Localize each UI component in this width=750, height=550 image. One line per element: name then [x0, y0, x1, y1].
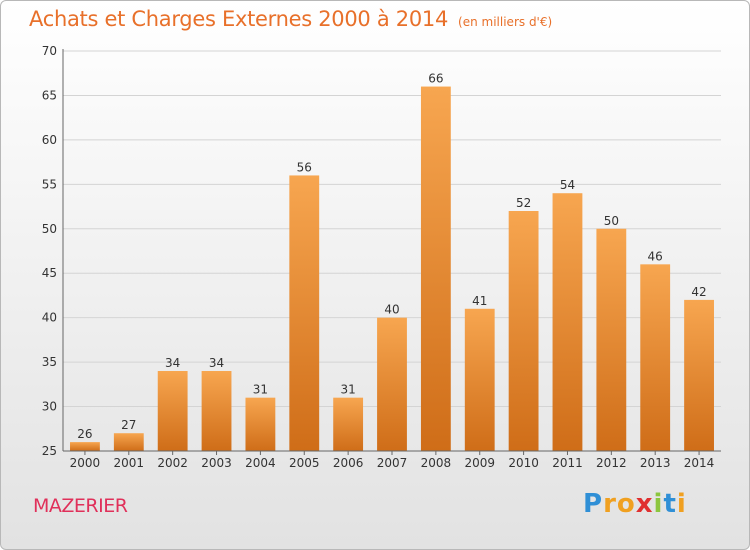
data-label: 54 [560, 178, 575, 192]
x-tick-label: 2002 [157, 456, 188, 470]
data-label: 46 [648, 249, 663, 263]
x-tick-label: 2009 [464, 456, 495, 470]
chart-subtitle: (en milliers d'€) [458, 15, 553, 29]
logo-letter: i [653, 489, 664, 519]
chart-title: Achats et Charges Externes 2000 à 2014 [29, 7, 449, 31]
logo-letter: o [616, 489, 636, 519]
bar [464, 308, 495, 451]
y-tick-label: 35 [42, 355, 57, 369]
data-label: 66 [428, 72, 443, 86]
y-tick-label: 45 [42, 266, 57, 280]
bar [201, 371, 232, 451]
y-tick-label: 65 [42, 88, 57, 102]
bar [70, 442, 100, 451]
x-tick-label: 2012 [596, 456, 627, 470]
x-tick-label: 2007 [377, 456, 408, 470]
x-tick-label: 2013 [640, 456, 671, 470]
bar [245, 397, 276, 451]
y-tick-label: 50 [42, 222, 57, 236]
data-label: 40 [384, 303, 399, 317]
bar [684, 299, 714, 451]
x-tick-label: 2011 [552, 456, 583, 470]
bar [420, 86, 451, 452]
logo-letter: x [635, 489, 654, 519]
data-label: 41 [472, 294, 487, 308]
x-tick-label: 2014 [684, 456, 715, 470]
data-label: 26 [77, 427, 92, 441]
data-label: 31 [253, 383, 268, 397]
x-tick-label: 2001 [114, 456, 145, 470]
bar [508, 211, 539, 451]
bar [113, 433, 144, 451]
logo-letter: i [676, 489, 687, 519]
city-name: MAZERIER [33, 495, 128, 517]
title-row: Achats et Charges Externes 2000 à 2014 (e… [29, 7, 552, 31]
y-tick-label: 60 [42, 133, 57, 147]
y-tick-label: 40 [42, 311, 57, 325]
data-label: 56 [297, 160, 312, 174]
data-label: 34 [165, 356, 180, 370]
data-label: 52 [516, 196, 531, 210]
x-tick-label: 2003 [201, 456, 232, 470]
axes [62, 49, 721, 455]
x-tick-label: 2004 [245, 456, 276, 470]
bar [333, 397, 364, 451]
data-label: 42 [691, 285, 706, 299]
bar [552, 193, 583, 451]
bars [70, 86, 714, 452]
logo-letter: t [663, 489, 677, 519]
y-tick-label: 30 [42, 400, 57, 414]
proxiti-logo[interactable]: Proxiti [583, 489, 687, 519]
data-label: 27 [121, 418, 136, 432]
logo-letter: r [603, 489, 617, 519]
bar [377, 317, 407, 451]
bar [640, 264, 671, 451]
bar [596, 228, 627, 451]
y-tick-label: 55 [42, 177, 57, 191]
data-label: 50 [604, 214, 619, 228]
data-label: 34 [209, 356, 224, 370]
logo-letter: P [583, 489, 604, 519]
labels: 25 30 35 40 45 50 55 60 65 70 26 2000 27 2001 34 2002 34… [42, 44, 715, 470]
x-tick-label: 2008 [421, 456, 452, 470]
data-label: 31 [340, 383, 355, 397]
y-tick-label: 25 [42, 444, 57, 458]
x-tick-label: 2010 [508, 456, 539, 470]
bar [157, 371, 188, 451]
x-tick-label: 2006 [333, 456, 364, 470]
x-tick-label: 2005 [289, 456, 320, 470]
x-tick-label: 2000 [70, 456, 101, 470]
y-tick-label: 70 [42, 44, 57, 58]
bar [289, 175, 320, 451]
